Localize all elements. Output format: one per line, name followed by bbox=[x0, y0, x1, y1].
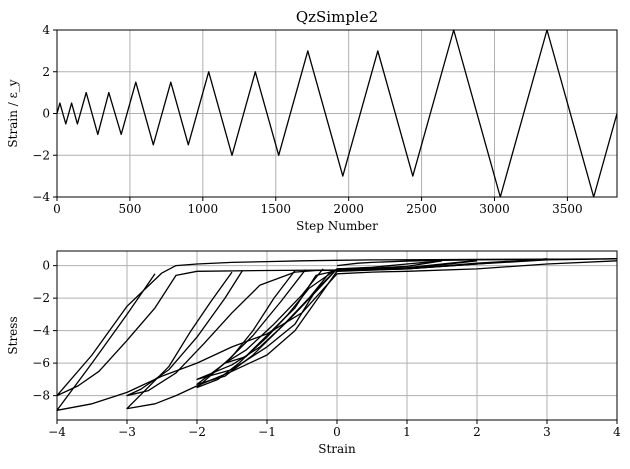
x-tick-label: 3000 bbox=[479, 202, 510, 216]
x-tick-label: −2 bbox=[188, 425, 206, 439]
series-line-5 bbox=[196, 260, 478, 389]
series-line-2 bbox=[56, 260, 618, 411]
x-tick-label: −3 bbox=[118, 425, 136, 439]
x-tick-label: 1 bbox=[403, 425, 411, 439]
x-tick-label: −1 bbox=[258, 425, 276, 439]
chart-title: QzSimple2 bbox=[296, 8, 378, 26]
x-tick-label: 500 bbox=[118, 202, 141, 216]
x-axis: −4 −3 −2 −1 0 1 2 3 4 bbox=[48, 420, 621, 439]
y-tick-label: 4 bbox=[42, 23, 50, 37]
stress-strain-chart: −4 −3 −2 −1 0 1 2 3 4 −8 −6 −4 −2 0 Strain Stress bbox=[6, 250, 621, 456]
x-tick-label: 1000 bbox=[188, 202, 219, 216]
x-tick-label: −4 bbox=[48, 425, 66, 439]
y-axis: −8 −6 −4 −2 0 bbox=[32, 259, 57, 403]
strain-history-chart: 0 500 1000 1500 2000 2500 3000 3500 −4 −2 0 2 4 QzS… bbox=[6, 8, 618, 233]
grid bbox=[56, 29, 617, 198]
x-axis-label: Step Number bbox=[296, 219, 378, 233]
x-tick-label: 4 bbox=[613, 425, 621, 439]
y-tick-label: −4 bbox=[32, 324, 50, 338]
x-tick-label: 2 bbox=[473, 425, 481, 439]
y-tick-label: −4 bbox=[32, 190, 50, 204]
series-line-1 bbox=[56, 29, 618, 198]
series-line-7 bbox=[196, 260, 443, 381]
y-tick-label: −6 bbox=[32, 356, 50, 370]
x-tick-label: 2500 bbox=[406, 202, 437, 216]
y-tick-label: 0 bbox=[42, 259, 50, 273]
x-tick-label: 1500 bbox=[260, 202, 291, 216]
y-tick-label: −2 bbox=[32, 148, 50, 162]
y-tick-label: 2 bbox=[42, 65, 50, 79]
x-tick-label: 2000 bbox=[333, 202, 364, 216]
x-tick-label: 3500 bbox=[552, 202, 583, 216]
x-axis-label: Strain bbox=[318, 442, 356, 456]
y-axis-label: Stress bbox=[6, 316, 20, 354]
x-tick-label: 3 bbox=[543, 425, 551, 439]
x-tick-label: 0 bbox=[333, 425, 341, 439]
y-tick-label: −2 bbox=[32, 291, 50, 305]
x-tick-label: 0 bbox=[53, 202, 61, 216]
y-tick-label: −8 bbox=[32, 389, 50, 403]
series-line-8 bbox=[224, 260, 443, 364]
series bbox=[56, 258, 618, 411]
y-axis: −4 −2 0 2 4 bbox=[32, 23, 57, 204]
x-axis: 0 500 1000 1500 2000 2500 3000 3500 bbox=[53, 197, 583, 216]
series bbox=[56, 29, 618, 198]
y-tick-label: 0 bbox=[42, 107, 50, 121]
y-axis-label: Strain / ε_y bbox=[6, 79, 20, 147]
series-line-1 bbox=[56, 258, 618, 397]
